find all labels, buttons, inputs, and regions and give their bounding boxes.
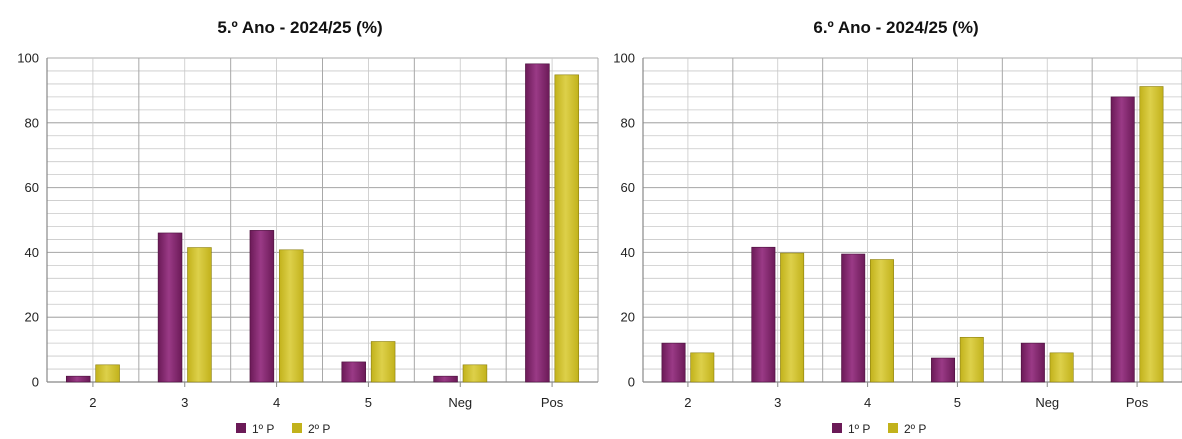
bar-p1-4	[841, 253, 866, 383]
bar-p2-2	[690, 352, 715, 383]
y-tick-label: 20	[621, 310, 635, 325]
bar-p1-neg	[1020, 342, 1045, 383]
bar-p1-neg	[433, 375, 458, 383]
x-tick-label: 3	[774, 395, 781, 410]
chart-title: 6.º Ano - 2024/25 (%)	[813, 18, 978, 37]
y-tick-label: 20	[25, 310, 39, 325]
bar-p1-3	[157, 232, 183, 383]
bar-p2-5	[959, 336, 984, 383]
bar-p1-3	[751, 246, 776, 383]
bar-p1-2	[65, 375, 91, 383]
bar-p1-pos	[1110, 96, 1135, 383]
bar-p2-pos	[1139, 86, 1164, 383]
y-tick-label: 0	[628, 375, 635, 390]
chart-0: 5.º Ano - 2024/25 (%) 0 20 40 60 80 100 2 3 4 5 Neg…	[17, 18, 599, 436]
x-tick-label: 4	[864, 395, 871, 410]
x-tick-label: 3	[181, 395, 188, 410]
bar-p2-neg	[462, 364, 488, 383]
y-tick-label: 40	[621, 245, 635, 260]
legend-label: 1º P	[848, 422, 870, 436]
x-tick-label: 5	[365, 395, 372, 410]
legend-label: 1º P	[252, 422, 274, 436]
x-tick-label: Neg	[448, 395, 472, 410]
x-tick-label: 2	[89, 395, 96, 410]
legend-label: 2º P	[904, 422, 926, 436]
x-tick-label: 2	[684, 395, 691, 410]
legend-swatch-p2	[292, 423, 302, 433]
legend-swatch-p2	[888, 423, 898, 433]
y-tick-label: 40	[25, 245, 39, 260]
bar-p2-pos	[554, 74, 580, 383]
chart-title: 5.º Ano - 2024/25 (%)	[217, 18, 382, 37]
bar-p1-5	[341, 361, 366, 383]
y-tick-label: 80	[621, 115, 635, 130]
legend-swatch-p1	[832, 423, 842, 433]
y-tick-label: 100	[613, 51, 635, 66]
x-tick-label: Neg	[1035, 395, 1059, 410]
legend-swatch-p1	[236, 423, 246, 433]
y-tick-label: 60	[25, 180, 39, 195]
bar-p2-3	[780, 252, 805, 383]
x-tick-label: Pos	[541, 395, 564, 410]
bar-p2-4	[279, 249, 304, 383]
bar-p2-4	[869, 259, 894, 383]
bar-p2-2	[95, 364, 120, 383]
y-tick-label: 100	[17, 51, 39, 66]
bar-p1-2	[661, 342, 686, 383]
legend-label: 2º P	[308, 422, 330, 436]
bar-p2-3	[187, 247, 212, 383]
bar-p2-5	[370, 341, 396, 383]
y-tick-label: 80	[25, 115, 39, 130]
bar-p1-5	[931, 357, 956, 383]
x-tick-label: 4	[273, 395, 280, 410]
bar-p2-neg	[1049, 352, 1074, 383]
y-tick-label: 60	[621, 180, 635, 195]
x-tick-label: Pos	[1126, 395, 1149, 410]
chart-1: 6.º Ano - 2024/25 (%) 0 20 40 60 80 100 2 3 4 5 Neg…	[613, 18, 1182, 436]
bar-p1-4	[249, 230, 275, 383]
bar-p1-pos	[525, 63, 550, 383]
x-tick-label: 5	[954, 395, 961, 410]
y-tick-label: 0	[32, 375, 39, 390]
